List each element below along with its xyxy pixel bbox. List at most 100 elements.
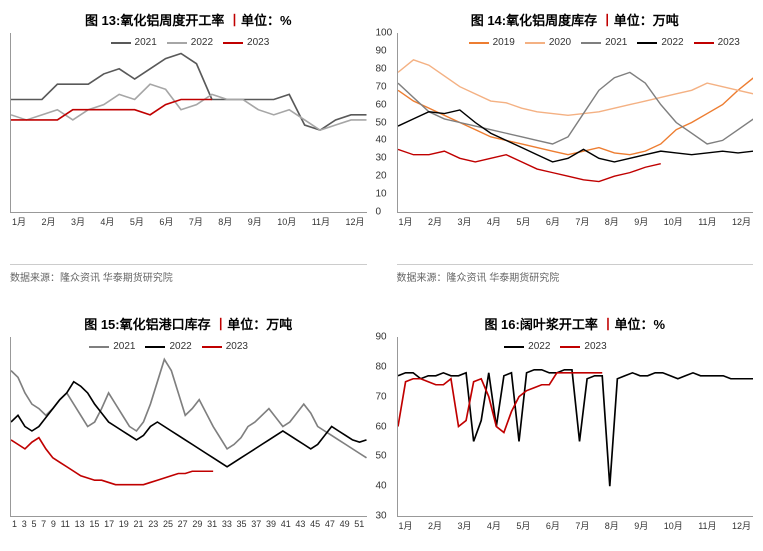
x-tick-label: 12月 <box>732 519 751 532</box>
x-tick-label: 9月 <box>634 519 648 532</box>
data-source: 数据来源：隆众资讯 华泰期货研究院 <box>397 258 754 284</box>
y-tick-label: 10 <box>376 189 387 200</box>
x-tick-label: 43 <box>295 519 305 529</box>
legend-item: 2022 <box>145 341 191 352</box>
x-tick-label: 8月 <box>218 215 232 228</box>
x-tick-label: 10月 <box>664 215 683 228</box>
title-unit: 单位：万吨 <box>227 317 292 332</box>
x-tick-label: 6月 <box>546 519 560 532</box>
x-tick-label: 1月 <box>399 519 413 532</box>
legend-swatch <box>145 346 165 348</box>
legend: 20192020202120222023 <box>469 37 740 48</box>
title-unit: 单位：万吨 <box>614 13 679 28</box>
legend-item: 2021 <box>89 341 135 352</box>
legend-swatch <box>469 42 489 44</box>
legend-label: 2021 <box>605 37 627 48</box>
legend-label: 2023 <box>226 341 248 352</box>
legend-swatch <box>504 346 524 348</box>
y-tick-label: 100 <box>376 28 393 39</box>
x-tick-label: 47 <box>325 519 335 529</box>
series-line-2022 <box>11 84 367 130</box>
x-tick-label: 11月 <box>312 215 330 228</box>
title-text: 氧化铝港口库存 <box>120 317 211 332</box>
x-tick-label: 2月 <box>41 215 55 228</box>
x-tick-label: 1 <box>12 519 17 529</box>
y-tick-label: 40 <box>376 481 387 492</box>
x-tick-label: 11月 <box>698 215 716 228</box>
y-tick-label: 40 <box>376 135 387 146</box>
title-lead: 图 13: <box>85 13 120 28</box>
x-tick-label: 10月 <box>277 215 296 228</box>
x-tick-label: 9月 <box>634 215 648 228</box>
series-line-2022 <box>398 370 754 486</box>
chart-title: 图 14:氧化铝周度库存 丨单位：万吨 <box>397 10 754 29</box>
title-lead: 图 16: <box>484 317 519 332</box>
y-tick-label: 60 <box>376 99 387 110</box>
x-axis-labels: 1月2月3月4月5月6月7月8月9月10月11月12月 <box>397 519 754 532</box>
title-text: 氧化铝周度库存 <box>506 13 597 28</box>
title-lead: 图 15: <box>84 317 119 332</box>
x-tick-label: 5月 <box>130 215 144 228</box>
x-tick-label: 9 <box>51 519 56 529</box>
x-tick-label: 3月 <box>457 519 471 532</box>
x-tick-label: 21 <box>134 519 144 529</box>
x-tick-label: 2月 <box>428 215 442 228</box>
x-tick-label: 5月 <box>516 519 530 532</box>
x-tick-label: 3月 <box>457 215 471 228</box>
legend-item: 2023 <box>694 37 740 48</box>
chart-c16: 图 16:阔叶浆开工率 丨单位：% 3040506070809020222023 1… <box>397 314 754 532</box>
legend-swatch <box>202 346 222 348</box>
x-tick-label: 25 <box>163 519 173 529</box>
x-tick-label: 27 <box>178 519 188 529</box>
legend: 202120222023 <box>111 37 270 48</box>
x-tick-label: 7月 <box>575 215 589 228</box>
series-line-2021 <box>398 72 754 144</box>
x-tick-label: 3 <box>22 519 27 529</box>
data-source: 数据来源：隆众资讯 华泰期货研究院 <box>10 258 367 284</box>
plot-svg <box>398 337 754 516</box>
x-tick-label: 49 <box>340 519 350 529</box>
legend-swatch <box>637 42 657 44</box>
legend-label: 2023 <box>584 341 606 352</box>
legend-item: 2021 <box>111 37 157 48</box>
x-tick-label: 35 <box>237 519 247 529</box>
plot-svg <box>11 33 367 212</box>
legend-swatch <box>89 346 109 348</box>
plot-area: 0102030405060708090100201920202021202220… <box>397 33 754 213</box>
chart-c13: 图 13:氧化铝周度开工率 丨单位：%606570758085909520212… <box>10 10 367 228</box>
x-tick-label: 13 <box>75 519 85 529</box>
x-tick-label: 37 <box>251 519 261 529</box>
series-line-2023 <box>11 438 213 485</box>
x-tick-label: 7月 <box>575 519 589 532</box>
x-tick-label: 19 <box>119 519 129 529</box>
legend-label: 2023 <box>718 37 740 48</box>
plot-area: 3040506070809020222023 <box>397 337 754 517</box>
x-tick-label: 5月 <box>516 215 530 228</box>
divider <box>397 264 754 265</box>
y-tick-label: 70 <box>376 391 387 402</box>
x-tick-label: 33 <box>222 519 232 529</box>
legend-item: 2023 <box>560 341 606 352</box>
legend-swatch <box>111 42 131 44</box>
y-tick-label: 70 <box>376 81 387 92</box>
chart-c15: 图 15:氧化铝港口库存 丨单位：万吨010203040506070802021… <box>10 314 367 532</box>
title-sep: 丨 <box>214 317 227 332</box>
y-tick-label: 20 <box>376 171 387 182</box>
legend-item: 2022 <box>637 37 683 48</box>
series-line-2020 <box>398 60 754 115</box>
legend: 20222023 <box>504 341 607 352</box>
legend-item: 2020 <box>525 37 571 48</box>
plot-svg <box>398 33 754 212</box>
title-text: 阔叶浆开工率 <box>520 317 598 332</box>
legend-swatch <box>560 346 580 348</box>
chart-title: 图 16:阔叶浆开工率 丨单位：% <box>397 314 754 333</box>
legend-label: 2021 <box>113 341 135 352</box>
x-tick-label: 7 <box>41 519 46 529</box>
x-tick-label: 39 <box>266 519 276 529</box>
chart-c14: 图 14:氧化铝周度库存 丨单位：万吨010203040506070809010… <box>397 10 754 228</box>
x-tick-label: 51 <box>354 519 364 529</box>
x-tick-label: 11月 <box>698 519 716 532</box>
x-tick-label: 8月 <box>605 215 619 228</box>
x-tick-label: 4月 <box>487 519 501 532</box>
x-tick-label: 8月 <box>605 519 619 532</box>
